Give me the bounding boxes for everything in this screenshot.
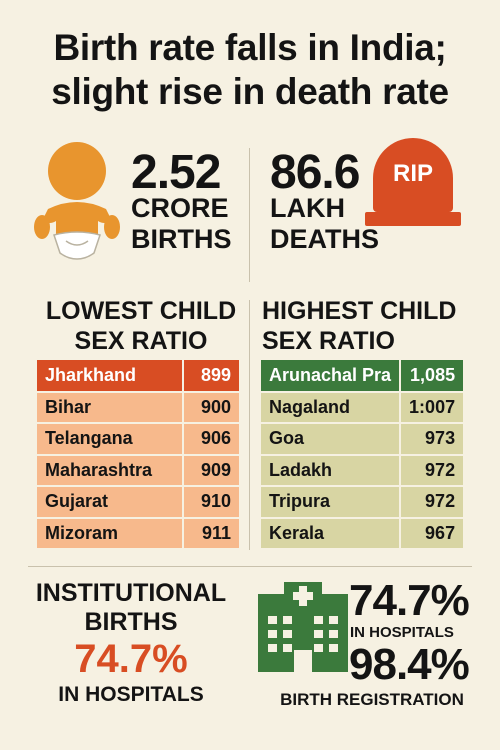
highest-heading: HIGHEST CHILD SEX RATIO	[262, 296, 472, 356]
births-label: BIRTHS	[131, 224, 232, 254]
lowest-heading: LOWEST CHILD SEX RATIO	[36, 296, 246, 356]
state-name: Ladakh	[261, 454, 401, 487]
state-name: Arunachal Pra	[261, 360, 401, 393]
ratio-value: 899	[182, 360, 239, 393]
state-name: Gujarat	[37, 486, 184, 519]
hospital-value-1: 74.7%	[349, 576, 470, 625]
ratio-value: 910	[182, 486, 239, 519]
page-title: Birth rate falls in India; slight rise i…	[0, 26, 500, 114]
state-name: Mizoram	[37, 517, 184, 550]
ratio-value: 1:007	[399, 391, 464, 424]
divider-bottom	[28, 566, 472, 567]
table-row: Gujarat 910	[37, 486, 239, 519]
highest-heading-line-1: HIGHEST CHILD	[262, 297, 457, 325]
ratio-value: 909	[182, 454, 239, 487]
table-row: Tripura 972	[261, 486, 464, 519]
hospital-icon	[258, 582, 348, 672]
baby-icon	[34, 142, 120, 260]
highest-heading-line-2: SEX RATIO	[262, 327, 395, 355]
state-name: Jharkhand	[37, 360, 184, 393]
table-row: Kerala 967	[261, 517, 464, 550]
table-row: Mizoram 911	[37, 517, 239, 550]
ratio-value: 972	[399, 486, 464, 519]
table-row: Bihar 900	[37, 391, 239, 424]
table-row: Ladakh 972	[261, 454, 464, 487]
table-row: Telangana 906	[37, 423, 239, 456]
state-name: Tripura	[261, 486, 401, 519]
institutional-value: 74.7%	[74, 637, 188, 681]
divider-top	[249, 148, 250, 282]
table-row: Goa 973	[261, 423, 464, 456]
title-line-2: slight rise in death rate	[51, 71, 449, 112]
institutional-label: IN HOSPITALS	[58, 683, 204, 706]
ratio-value: 972	[399, 454, 464, 487]
births-unit: CRORE	[131, 193, 229, 223]
hospital-label-2: BIRTH REGISTRATION	[280, 690, 464, 709]
table-row: Nagaland 1:007	[261, 391, 464, 424]
births-value: 2.52	[131, 146, 221, 199]
ratio-value: 911	[182, 517, 239, 550]
state-name: Nagaland	[261, 391, 401, 424]
table-row: Maharashtra 909	[37, 454, 239, 487]
state-name: Maharashtra	[37, 454, 184, 487]
ratio-value: 973	[399, 423, 464, 456]
ratio-value: 1,085	[399, 360, 464, 393]
institutional-line-2: BIRTHS	[84, 608, 178, 636]
highest-ratio-table: Arunachal Pra 1,085 Nagaland 1:007 Goa 973 …	[261, 360, 464, 550]
hospital-label-1: IN HOSPITALS	[350, 624, 454, 641]
ratio-value: 967	[399, 517, 464, 550]
divider-middle	[249, 300, 250, 550]
title-line-1: Birth rate falls in India;	[53, 27, 447, 68]
institutional-line-1: INSTITUTIONAL	[35, 579, 227, 607]
deaths-unit: LAKH	[270, 193, 345, 223]
institutional-births: INSTITUTIONAL BIRTHS 74.7% IN HOSPITALS	[30, 578, 232, 708]
state-name: Bihar	[37, 391, 184, 424]
table-row: Arunachal Pra 1,085	[261, 360, 464, 393]
lowest-heading-line-2: SEX RATIO	[74, 327, 208, 355]
lowest-ratio-table: Jharkhand 899 Bihar 900 Telangana 906 Mahar…	[37, 360, 239, 550]
state-name: Goa	[261, 423, 401, 456]
lowest-heading-line-1: LOWEST CHILD	[45, 297, 237, 325]
state-name: Telangana	[37, 423, 184, 456]
state-name: Kerala	[261, 517, 401, 550]
deaths-label: DEATHS	[270, 224, 380, 254]
table-row: Jharkhand 899	[37, 360, 239, 393]
deaths-value: 86.6	[270, 146, 360, 199]
rip-text: RIP	[392, 160, 433, 187]
tombstone-icon: RIP	[365, 138, 461, 226]
ratio-value: 906	[182, 423, 239, 456]
hospital-value-2: 98.4%	[349, 640, 470, 689]
ratio-value: 900	[182, 391, 239, 424]
